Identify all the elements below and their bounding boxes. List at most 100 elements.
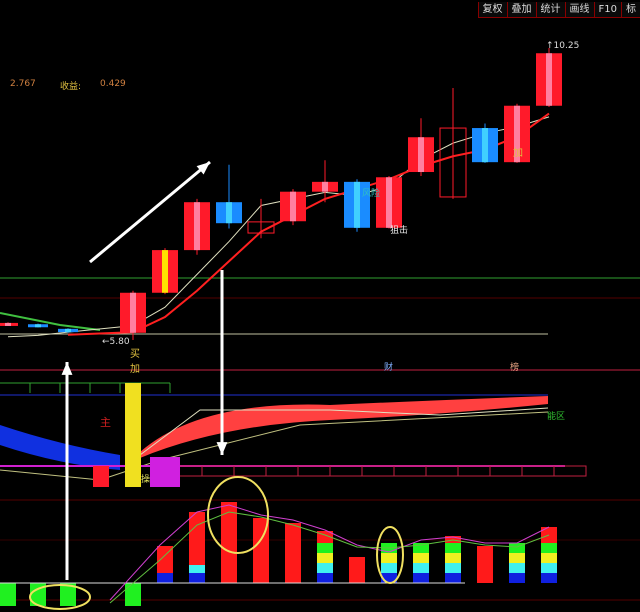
signal-box [457, 465, 491, 477]
histogram-line-magenta [109, 504, 550, 601]
histogram-bar [221, 502, 237, 583]
arrow-head [196, 162, 210, 175]
high-price-label: ↑10.25 [546, 41, 580, 51]
add-label: 加 [130, 364, 140, 375]
histogram-segment [541, 553, 557, 563]
histogram-bar [477, 546, 493, 583]
toolbar: 复权 叠加 统计 画线 F10 标 [477, 2, 640, 18]
candle-highlight [482, 128, 488, 163]
signal-box [521, 465, 555, 477]
candle-highlight [35, 324, 41, 328]
histogram-bar [60, 583, 76, 606]
histogram-segment [381, 563, 397, 573]
arrow-shaft [89, 160, 211, 264]
risk-label: 风险 [362, 189, 381, 199]
histogram-bar [125, 583, 141, 606]
histogram-segment [509, 563, 525, 573]
histogram-segment [509, 573, 525, 583]
histogram-segment [445, 543, 461, 553]
histogram-line-green [109, 511, 550, 604]
candle-highlight [290, 191, 296, 222]
candle-highlight [418, 137, 424, 173]
candle-highlight [5, 322, 11, 326]
histogram-segment [445, 573, 461, 583]
toolbar-button[interactable]: 标 [621, 2, 640, 18]
toolbar-button[interactable]: F10 [593, 2, 621, 18]
histogram-bar [349, 557, 365, 583]
highlight-ellipse [376, 526, 404, 584]
signal-box [201, 465, 235, 477]
candle-body [439, 127, 467, 198]
buy-label: 买 [130, 349, 140, 360]
signal-bar-red [93, 466, 109, 487]
candle-highlight [194, 202, 200, 251]
candle-highlight [65, 328, 71, 333]
ma-green-line [0, 312, 101, 331]
candle-highlight [546, 53, 552, 106]
histogram-segment [381, 573, 397, 583]
red-band [140, 396, 548, 458]
histogram-segment [509, 543, 525, 553]
histogram-segment [189, 573, 205, 583]
candle-highlight [386, 177, 392, 228]
histogram-segment [413, 573, 429, 583]
histogram-segment [541, 573, 557, 583]
histogram-segment [413, 563, 429, 573]
main-mark-label: 主 [100, 416, 111, 429]
ma-white-line [7, 116, 550, 338]
histogram-segment [381, 553, 397, 563]
signal-bar-magenta [150, 457, 180, 487]
toolbar-button[interactable]: 画线 [564, 2, 594, 18]
histogram-segment [317, 573, 333, 583]
candle-highlight [162, 250, 168, 293]
info-value: 2.767 [10, 79, 36, 89]
histogram-segment [541, 563, 557, 573]
signal-box [489, 465, 523, 477]
histogram-segment [445, 563, 461, 573]
info-bar: 2.767 收益: 0.429 [10, 79, 126, 92]
signal-box [361, 465, 395, 477]
histogram-segment [189, 565, 205, 573]
histogram-bar [30, 583, 46, 606]
histogram-segment [157, 573, 173, 583]
highlight-ellipse [29, 584, 91, 610]
histogram-segment [413, 553, 429, 563]
histogram-segment [317, 553, 333, 563]
candle-body [247, 221, 275, 234]
signal-box [329, 465, 363, 477]
histogram-bar [285, 523, 301, 583]
toolbar-button[interactable]: 统计 [535, 2, 565, 18]
signal-box [265, 465, 299, 477]
indicator-line [139, 407, 549, 456]
arrow-head [216, 442, 228, 455]
cai-label: 财 [384, 363, 394, 373]
bang-label: 榜 [510, 363, 520, 373]
candle-highlight [354, 181, 360, 228]
signal-box [233, 465, 267, 477]
signal-box [393, 465, 427, 477]
profit-label: 收益: [60, 82, 82, 92]
signal-box [425, 465, 459, 477]
toolbar-button[interactable]: 叠加 [506, 2, 536, 18]
histogram-bar [0, 583, 16, 606]
histogram-segment [541, 543, 557, 553]
candle-highlight [514, 105, 520, 163]
histogram-segment [413, 543, 429, 553]
low-price-label: ←5.80 [102, 337, 130, 347]
toolbar-button[interactable]: 复权 [477, 2, 507, 18]
candle-highlight [322, 181, 328, 192]
candle-highlight [226, 202, 232, 224]
histogram-segment [317, 563, 333, 573]
arrow-head [61, 362, 73, 375]
candle-highlight [130, 292, 136, 333]
histogram-segment [445, 553, 461, 563]
histogram-segment [509, 553, 525, 563]
signal-bar-yellow [125, 383, 141, 487]
profit-value: 0.429 [100, 79, 126, 89]
add-label-2: 加 [513, 148, 523, 159]
snipe-label: 狙击 [390, 226, 409, 236]
zone-label: 能区 [547, 412, 566, 422]
signal-box [553, 465, 587, 477]
signal-box [297, 465, 331, 477]
